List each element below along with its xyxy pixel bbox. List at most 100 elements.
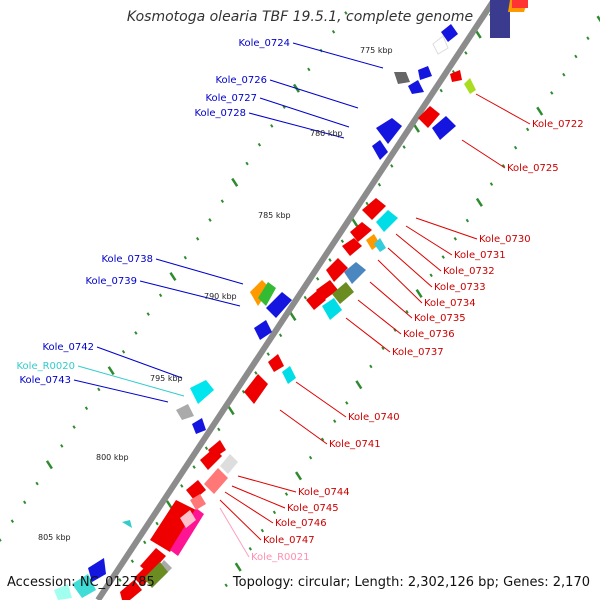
forward-gene-label[interactable]: Kole_0728 — [194, 108, 246, 119]
reverse-gene-label[interactable]: Kole_0744 — [298, 487, 350, 498]
tick-mark — [260, 528, 265, 533]
forward-gene-label[interactable]: Kole_0726 — [215, 75, 267, 86]
gene-feature-reverse[interactable] — [282, 366, 296, 384]
reverse-gene-label[interactable]: Kole_0722 — [532, 119, 584, 130]
gene-feature-forward[interactable] — [88, 558, 106, 582]
tick-mark — [227, 406, 235, 416]
tick-mark — [489, 182, 494, 186]
gene-feature-reverse[interactable] — [350, 222, 372, 242]
gene-feature-forward[interactable] — [72, 574, 96, 598]
leader-line — [377, 259, 423, 304]
tick-mark — [328, 258, 332, 262]
leader-line — [219, 499, 262, 541]
gene-feature-reverse[interactable] — [432, 116, 456, 140]
scale-label: 785 kbp — [258, 211, 291, 220]
gene-feature-reverse[interactable] — [464, 78, 476, 94]
forward-gene-label[interactable]: Kole_0724 — [238, 38, 290, 49]
gene-feature-forward[interactable] — [250, 280, 270, 306]
reverse-gene-label[interactable]: Kole_0730 — [479, 234, 531, 245]
tick-mark — [412, 123, 420, 133]
gene-feature-reverse[interactable] — [144, 562, 168, 588]
gene-feature-reverse[interactable] — [306, 290, 326, 310]
leader-line — [96, 346, 183, 379]
gene-feature-reverse[interactable] — [322, 298, 342, 320]
forward-gene-label[interactable]: Kole_0739 — [85, 276, 137, 287]
reverse-gene-label[interactable]: Kole_0747 — [263, 535, 315, 546]
gene-feature-reverse[interactable] — [376, 210, 398, 232]
gene-feature-forward[interactable] — [490, 0, 510, 38]
gene-feature-reverse[interactable] — [190, 494, 206, 510]
gene-feature-reverse[interactable] — [150, 500, 196, 552]
gene-feature-forward[interactable] — [122, 520, 132, 528]
gene-feature-reverse[interactable] — [208, 440, 226, 458]
tick-mark — [333, 419, 337, 423]
reverse-gene-label[interactable]: Kole_0733 — [434, 282, 486, 293]
forward-gene-label[interactable]: Kole_0727 — [205, 93, 257, 104]
tick-mark — [402, 145, 406, 149]
scale-label: 775 kbp — [360, 46, 393, 55]
gene-feature-reverse[interactable] — [374, 238, 386, 252]
gene-feature-forward[interactable] — [432, 35, 449, 55]
tick-mark — [295, 471, 303, 481]
gene-feature-reverse[interactable] — [450, 70, 462, 82]
reverse-gene-label[interactable]: Kole_0740 — [348, 412, 400, 423]
gene-feature-forward[interactable] — [394, 72, 410, 84]
gene-feature-forward[interactable] — [441, 24, 458, 42]
gene-feature-reverse[interactable] — [220, 454, 238, 474]
gene-feature-forward[interactable] — [254, 320, 272, 340]
gene-feature-forward[interactable] — [176, 404, 194, 420]
gene-feature-forward[interactable] — [372, 140, 388, 160]
reverse-gene-label[interactable]: Kole_0734 — [424, 298, 476, 309]
forward-gene-label[interactable]: Kole_0742 — [42, 342, 94, 353]
reverse-gene-label[interactable]: Kole_0736 — [403, 329, 455, 340]
tick-mark — [307, 67, 311, 72]
gene-feature-reverse[interactable] — [344, 262, 366, 284]
reverse-gene-label[interactable]: Kole_0732 — [443, 266, 495, 277]
gene-feature-reverse[interactable] — [332, 282, 354, 304]
gene-feature-reverse[interactable] — [342, 238, 362, 256]
tick-mark — [231, 177, 239, 187]
gene-feature-forward[interactable] — [408, 80, 424, 94]
tick-mark — [586, 36, 590, 41]
forward-gene-label[interactable]: Kole_R0020 — [16, 361, 75, 372]
reverse-gene-label[interactable]: Kole_0735 — [414, 313, 466, 324]
reverse-gene-label[interactable]: Kole_R0021 — [251, 552, 310, 563]
gene-feature-reverse[interactable] — [268, 354, 284, 372]
gene-feature-reverse[interactable] — [244, 374, 268, 404]
forward-gene-label[interactable]: Kole_0738 — [101, 254, 153, 265]
gene-feature-forward[interactable] — [54, 584, 72, 600]
label-leader-lines — [73, 42, 531, 558]
tick-mark — [204, 446, 209, 451]
gene-feature-reverse[interactable] — [120, 580, 142, 600]
gene-feature-forward[interactable] — [258, 282, 276, 306]
tick-mark — [254, 371, 258, 375]
tick-mark — [234, 562, 242, 572]
tick-mark — [381, 346, 385, 351]
reverse-gene-label[interactable]: Kole_0731 — [454, 250, 506, 261]
gene-feature-reverse[interactable] — [512, 0, 528, 8]
reverse-gene-label[interactable]: Kole_0746 — [275, 518, 327, 529]
tick-mark — [320, 437, 325, 442]
gene-feature-reverse[interactable] — [362, 198, 386, 220]
gene-feature-reverse[interactable] — [186, 480, 206, 500]
gene-feature-reverse[interactable] — [180, 510, 196, 528]
gene-feature-reverse[interactable] — [418, 106, 440, 128]
reverse-gene-label[interactable]: Kole_0725 — [507, 163, 559, 174]
reverse-gene-label[interactable]: Kole_0737 — [392, 347, 444, 358]
gene-feature-reverse[interactable] — [326, 258, 348, 282]
gene-feature-forward[interactable] — [418, 66, 432, 80]
gene-feature-forward[interactable] — [190, 380, 214, 404]
tick-mark — [270, 124, 274, 128]
gene-feature-forward[interactable] — [266, 292, 292, 318]
reverse-gene-label[interactable]: Kole_0741 — [329, 439, 381, 450]
tick-mark — [245, 161, 249, 166]
reverse-gene-label[interactable]: Kole_0745 — [287, 503, 339, 514]
forward-gene-label[interactable]: Kole_0743 — [19, 375, 71, 386]
tick-mark — [195, 237, 200, 241]
gene-feature-forward[interactable] — [192, 418, 206, 434]
gene-feature-forward[interactable] — [376, 118, 402, 144]
tick-mark — [0, 538, 2, 542]
tick-mark — [84, 406, 89, 411]
gene-feature-reverse[interactable] — [204, 468, 228, 494]
gene-feature-reverse[interactable] — [134, 562, 158, 586]
